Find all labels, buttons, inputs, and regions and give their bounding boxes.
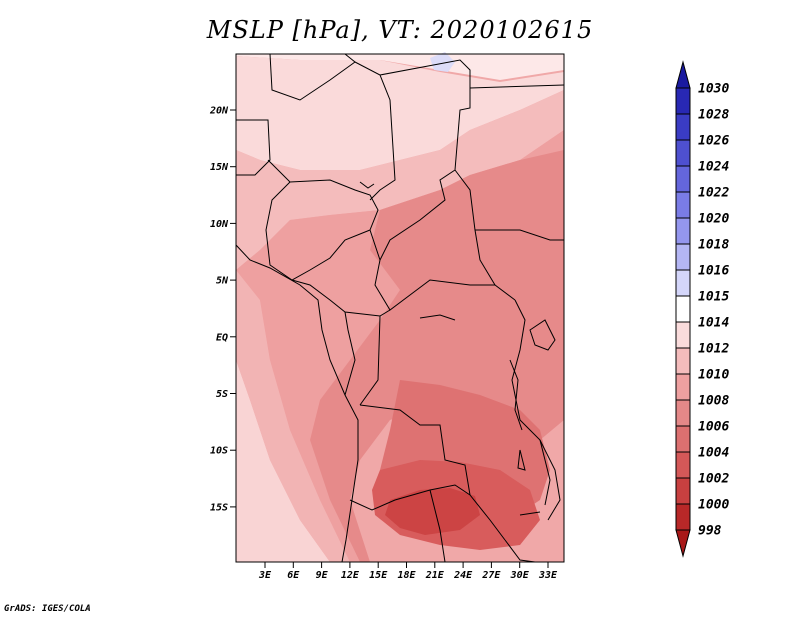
- colorbar-label: 1010: [698, 368, 729, 383]
- field-1006: [310, 150, 564, 562]
- mslp-map: [235, 52, 565, 563]
- map-title: MSLP [hPa], VT: 2020102615: [206, 16, 594, 44]
- colorbar-swatch: [675, 399, 691, 427]
- colorbar-label: 1028: [698, 108, 729, 123]
- field-1016-north: [430, 52, 455, 72]
- colorbar-label: 1012: [698, 342, 729, 357]
- lat-tick-label: 5N: [216, 276, 229, 287]
- colorbar-swatch: [675, 87, 691, 115]
- field-1014: [236, 54, 564, 80]
- lat-tick-label: 20N: [209, 106, 229, 117]
- lon-tick-label: 6E: [287, 570, 300, 581]
- colorbar-label: 1004: [698, 446, 729, 461]
- colorbar-label: 1024: [698, 160, 729, 175]
- colorbar-label: 1016: [698, 264, 729, 279]
- colorbar-label: 1000: [698, 498, 729, 513]
- lon-tick-label: 15E: [369, 570, 388, 581]
- colorbar-label: 1008: [698, 394, 729, 409]
- field-1010: [236, 90, 564, 270]
- colorbar-swatch: [675, 503, 691, 531]
- colorbar-label: 1026: [698, 134, 729, 149]
- lon-tick-label: 24E: [453, 570, 473, 581]
- field-1010-sw: [236, 270, 350, 562]
- colorbar: 1030 1028 1026 1024 1022 1020 1018 1016 1015 1014…: [675, 60, 729, 558]
- grads-credit: GrADS: IGES/COLA: [4, 604, 91, 614]
- colorbar-top-arrow: [675, 60, 691, 89]
- colorbar-swatch: [675, 217, 691, 245]
- colorbar-swatch: [675, 191, 691, 219]
- colorbar-swatch: [675, 373, 691, 401]
- field-1012: [236, 56, 564, 170]
- colorbar-label: 1014: [698, 316, 729, 331]
- lat-tick-label: 15S: [210, 502, 228, 513]
- colorbar-bottom-arrow: [675, 529, 691, 558]
- colorbar-swatch: [675, 425, 691, 453]
- lon-tick-label: 9E: [316, 570, 329, 581]
- lon-tick-label: 3E: [258, 570, 272, 581]
- colorbar-label: 998: [698, 524, 722, 539]
- colorbar-label: 1015: [698, 290, 729, 305]
- lon-tick-label: 21E: [425, 570, 445, 581]
- colorbar-label: 1030: [698, 82, 729, 97]
- map-frame: [235, 53, 565, 563]
- colorbar-label: 1020: [698, 212, 729, 227]
- colorbar-swatch: [675, 113, 691, 141]
- lat-tick-label: EQ: [216, 332, 228, 343]
- lon-tick-label: 33E: [538, 570, 558, 581]
- colorbar-swatch: [675, 321, 691, 349]
- lat-tick-label: 5S: [216, 389, 228, 400]
- colorbar-swatch: [675, 295, 691, 323]
- latitude-axis: 20N 15N 10N 5N EQ 5S 10S 15S: [209, 106, 236, 513]
- field-1000: [385, 488, 480, 535]
- colorbar-swatch: [675, 451, 691, 479]
- lakes: [359, 181, 556, 516]
- lon-tick-label: 12E: [341, 570, 360, 581]
- country-borders: [236, 53, 565, 563]
- lon-tick-label: 27E: [481, 570, 501, 581]
- coastline: [235, 244, 359, 563]
- lon-tick-label: 18E: [397, 570, 416, 581]
- colorbar-swatch: [675, 243, 691, 271]
- colorbar-label: 1018: [698, 238, 729, 253]
- colorbar-swatch: [675, 347, 691, 375]
- longitude-axis: 3E 6E 9E 12E 15E 18E 21E 24E 27E 30E 33E: [258, 562, 558, 581]
- lat-tick-label: 15N: [210, 162, 229, 173]
- colorbar-swatch: [675, 269, 691, 297]
- colorbar-swatch: [675, 139, 691, 167]
- colorbar-label: 1022: [698, 186, 729, 201]
- colorbar-swatch: [675, 165, 691, 193]
- lat-tick-label: 10S: [210, 446, 228, 457]
- lat-tick-label: 10N: [210, 219, 229, 230]
- colorbar-label: 1002: [698, 472, 729, 487]
- colorbar-label: 1006: [698, 420, 729, 435]
- colorbar-swatch: [675, 477, 691, 505]
- field-1012-sw: [236, 360, 330, 562]
- lon-tick-label: 30E: [510, 570, 530, 581]
